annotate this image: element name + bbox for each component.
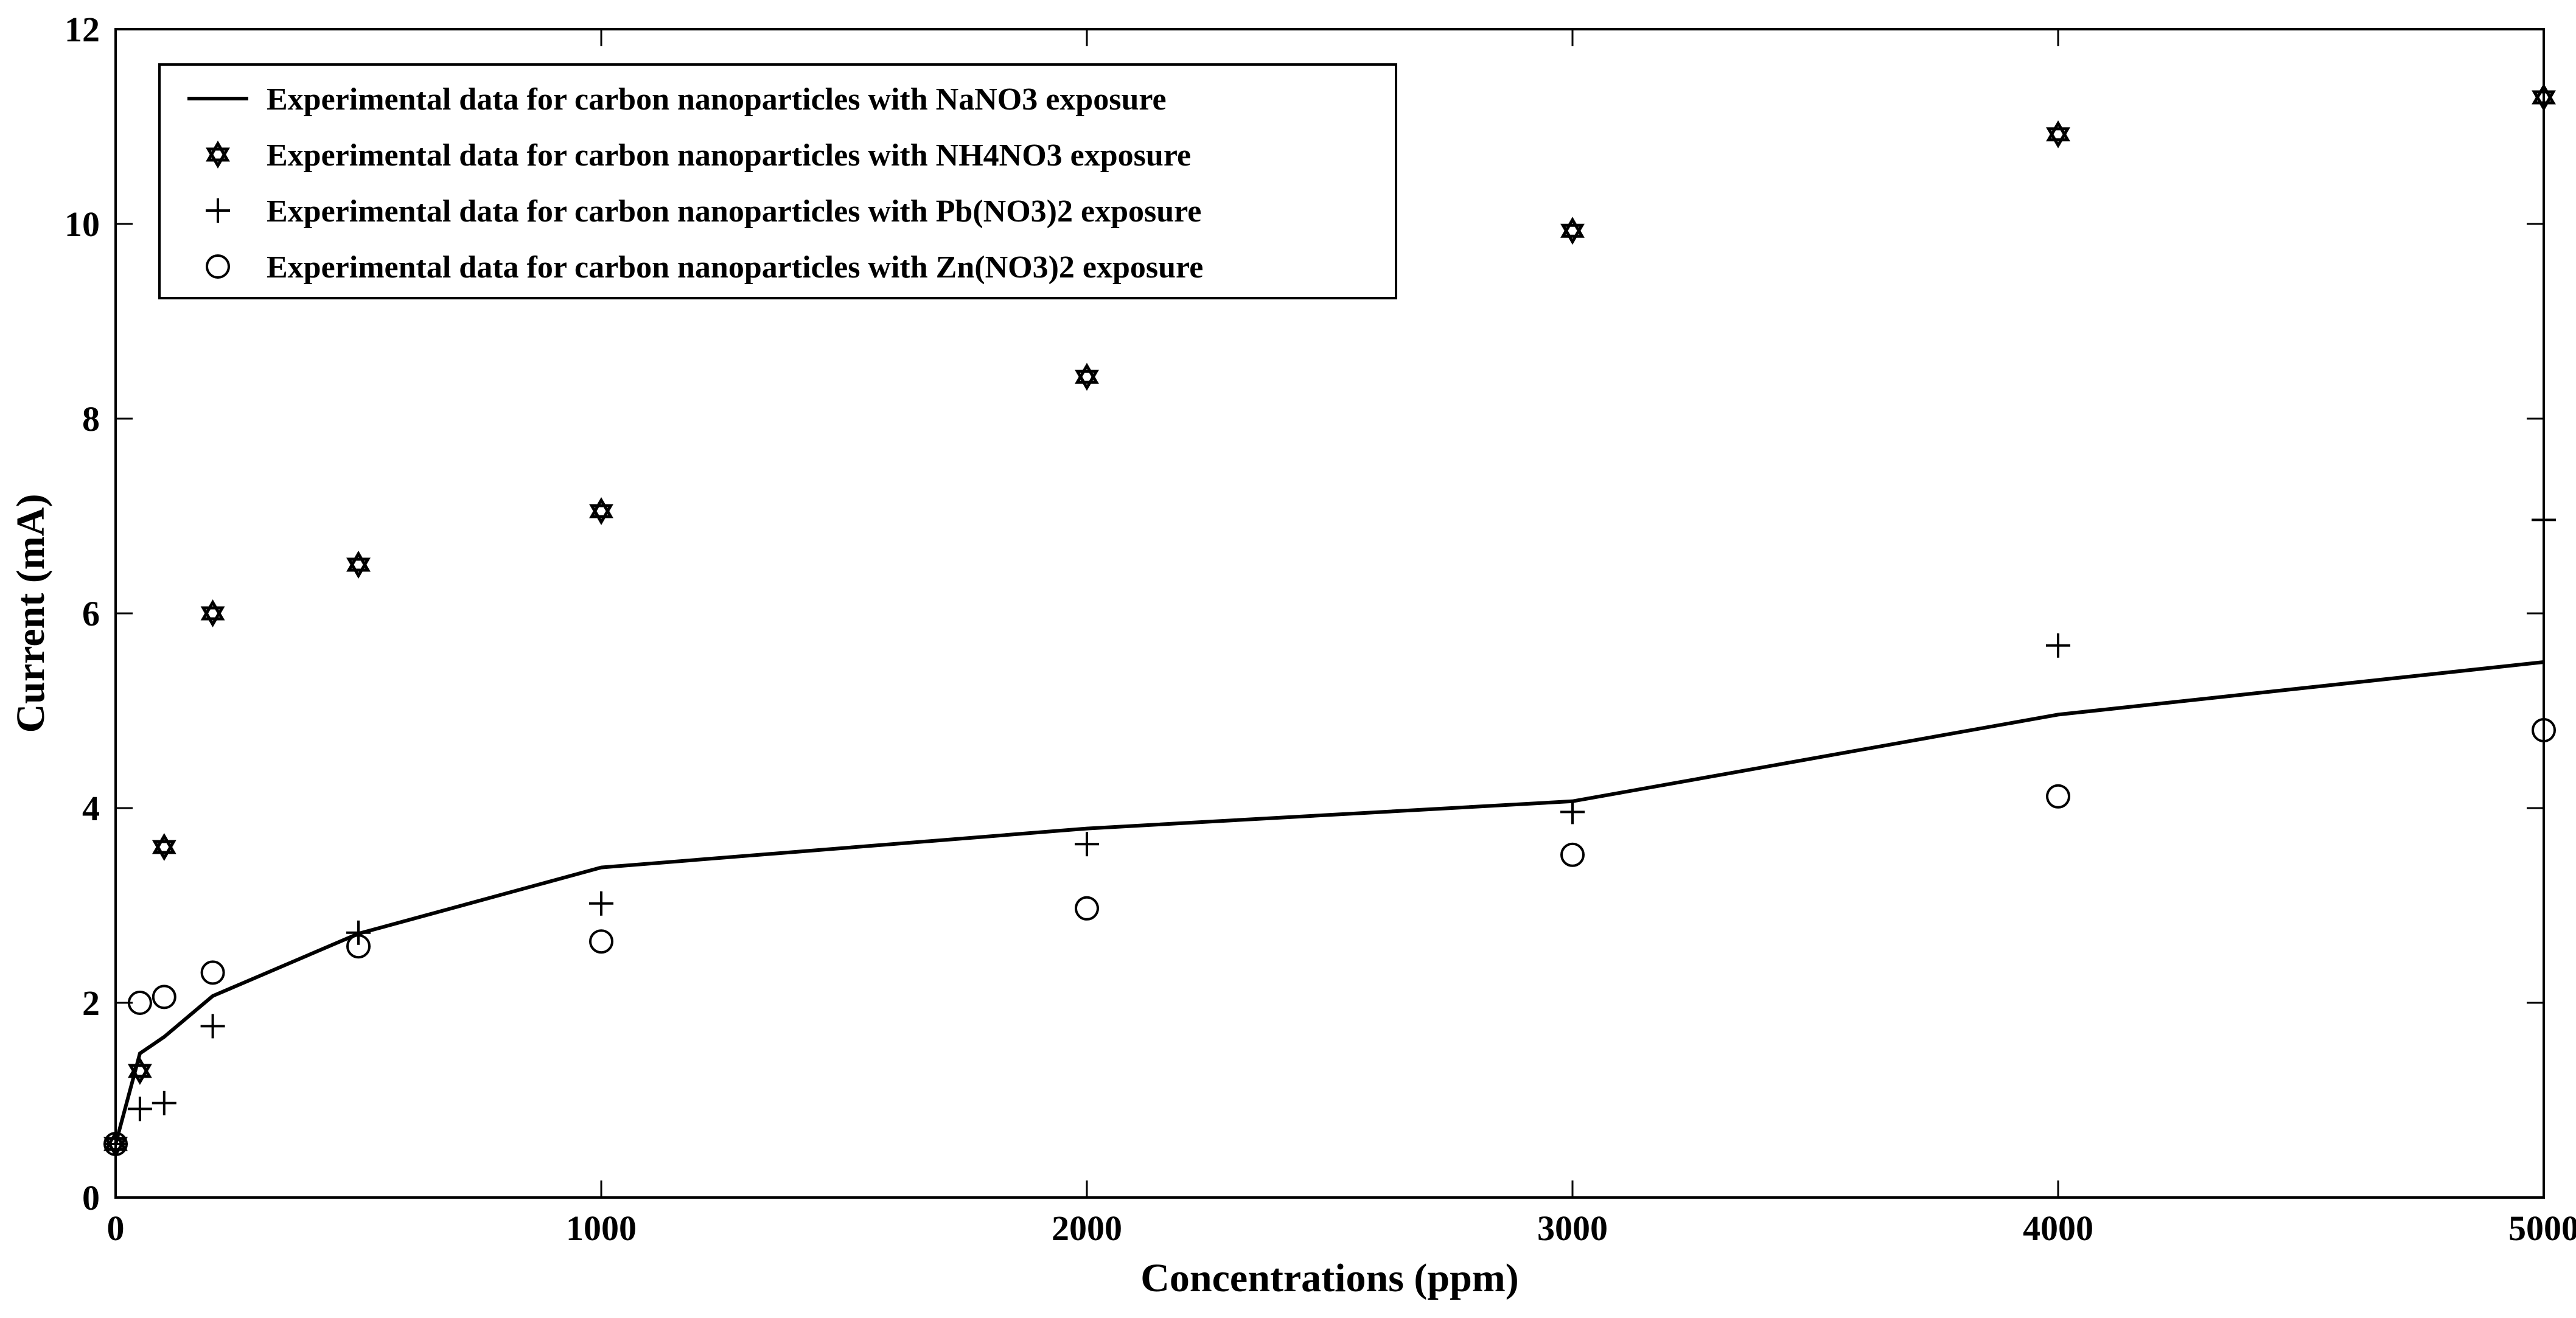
plus-marker: [2046, 633, 2070, 658]
x-tick-label: 2000: [1052, 1208, 1122, 1248]
hexagram-marker: [1560, 217, 1585, 245]
legend-circle-marker: [206, 254, 230, 279]
y-axis: 0 2 4 6 8 10 12: [65, 10, 2544, 1218]
legend-symbol: [206, 254, 230, 279]
y-tick-label: 4: [82, 789, 100, 828]
x-tick-label: 1000: [566, 1208, 637, 1248]
legend-entry: Experimental data for carbon nanoparticl…: [267, 138, 1191, 173]
x-tick-label: 0: [107, 1208, 125, 1248]
hexagram-marker: [2532, 83, 2556, 111]
legend-symbol: [206, 141, 230, 169]
series-plus: [103, 507, 2556, 1156]
plus-marker: [127, 1097, 152, 1121]
x-tick-label: 5000: [2508, 1208, 2576, 1248]
hexagram-marker: [127, 1057, 152, 1085]
hexagram-marker: [1075, 363, 1099, 391]
plus-marker: [2532, 507, 2556, 532]
legend-entry: Experimental data for carbon nanoparticl…: [267, 250, 1203, 285]
y-tick-label: 10: [65, 204, 100, 244]
circle-marker: [200, 960, 225, 985]
circle-marker: [1075, 896, 1099, 921]
y-axis-title: Current (mA): [9, 494, 53, 733]
plus-marker: [152, 1090, 176, 1115]
hexagram-marker: [346, 551, 371, 579]
series-circle: [103, 718, 2556, 1156]
circle-marker: [152, 985, 176, 1009]
legend-hexagram-marker: [206, 141, 230, 169]
hexagram-marker: [152, 833, 176, 861]
x-tick-label: 4000: [2023, 1208, 2093, 1248]
hexagram-marker: [589, 497, 613, 525]
y-tick-label: 12: [65, 10, 100, 49]
circle-marker: [589, 929, 613, 954]
plus-marker: [1560, 800, 1585, 825]
x-axis: 0 1000 2000 3000 4000 5000: [107, 29, 2576, 1248]
y-tick-label: 8: [82, 399, 100, 439]
circle-marker: [1560, 842, 1585, 867]
y-tick-label: 2: [82, 983, 100, 1023]
circle-marker: [2532, 718, 2556, 742]
plus-marker: [200, 1014, 225, 1039]
hexagram-marker: [200, 599, 225, 627]
legend-entry: Experimental data for carbon nanoparticl…: [267, 82, 1167, 117]
y-tick-label: 6: [82, 594, 100, 633]
x-tick-label: 3000: [1537, 1208, 1608, 1248]
series-line: [114, 660, 2544, 1145]
circle-marker: [103, 1132, 128, 1156]
legend-entry: Experimental data for carbon nanoparticl…: [267, 194, 1201, 229]
legend-box: [158, 63, 1397, 299]
circle-marker: [127, 991, 152, 1015]
legend: Experimental data for carbon nanoparticl…: [158, 63, 1397, 299]
plus-marker: [589, 891, 613, 916]
x-axis-title: Concentrations (ppm): [1140, 1256, 1519, 1300]
y-tick-label: 0: [82, 1178, 100, 1218]
plus-marker: [346, 920, 371, 945]
circle-marker: [2046, 784, 2070, 809]
circle-marker: [346, 934, 371, 959]
plus-marker: [1075, 832, 1099, 857]
plus-marker: [103, 1132, 128, 1156]
legend-symbol: [206, 198, 230, 223]
series-layer: [103, 83, 2556, 1158]
hexagram-marker: [2046, 120, 2070, 148]
series-hexagram: [103, 83, 2556, 1158]
series-line: [114, 660, 2544, 1145]
legend-plus-marker: [206, 198, 230, 223]
